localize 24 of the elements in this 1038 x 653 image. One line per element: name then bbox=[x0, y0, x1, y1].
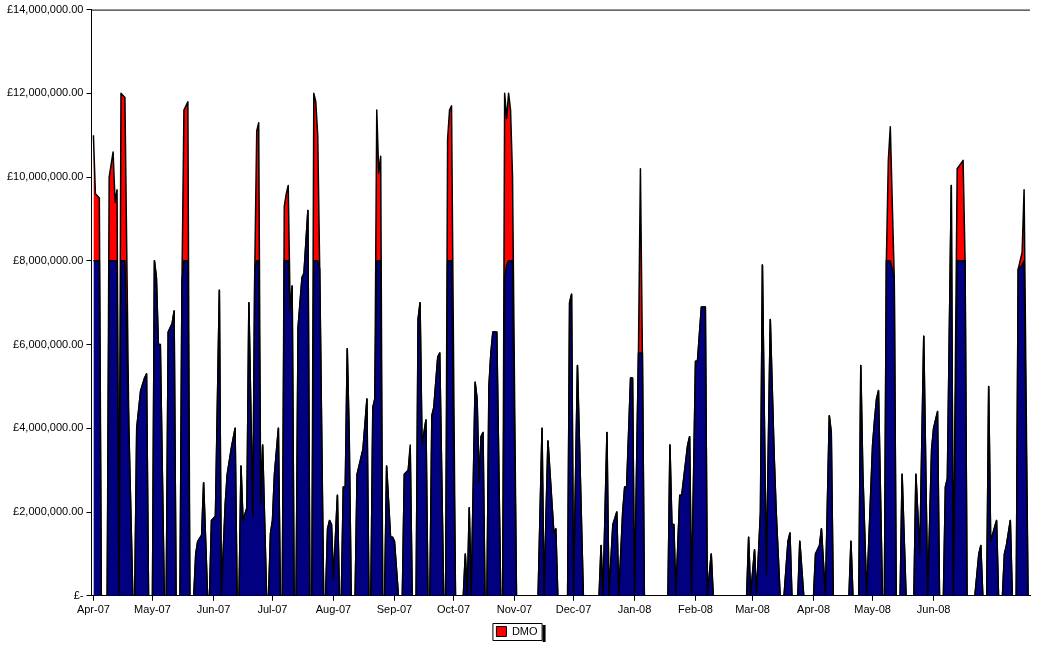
x-tick-label: May-08 bbox=[854, 603, 891, 616]
y-tick-label: £- bbox=[73, 588, 84, 601]
legend-label: DMO bbox=[511, 624, 539, 637]
x-tick-label: Nov-07 bbox=[496, 603, 533, 616]
x-tick-label: Aug-07 bbox=[315, 603, 352, 616]
y-tick-label: £8,000,000.00 bbox=[13, 253, 84, 266]
x-tick-label: Apr-08 bbox=[797, 603, 831, 616]
x-tick-label: Feb-08 bbox=[678, 603, 713, 616]
y-tick-label: £12,000,000.00 bbox=[6, 86, 84, 99]
x-tick-label: Jun-07 bbox=[196, 603, 231, 616]
x-tick-label: Jan-08 bbox=[617, 603, 652, 616]
x-tick-label: Mar-08 bbox=[735, 603, 770, 616]
y-tick-label: £14,000,000.00 bbox=[6, 2, 84, 15]
y-tick-label: £6,000,000.00 bbox=[13, 337, 84, 350]
x-tick-label: Jun-08 bbox=[916, 603, 951, 616]
y-tick-label: £2,000,000.00 bbox=[13, 505, 84, 518]
x-tick-label: Apr-07 bbox=[76, 603, 110, 616]
x-tick-label: Jul-07 bbox=[257, 603, 288, 616]
x-tick-label: Dec-07 bbox=[555, 603, 592, 616]
y-tick-label: £10,000,000.00 bbox=[6, 170, 84, 183]
x-tick-label: Sep-07 bbox=[376, 603, 413, 616]
x-tick-label: May-07 bbox=[134, 603, 171, 616]
x-tick-label: Oct-07 bbox=[436, 603, 471, 616]
y-tick-label: £4,000,000.00 bbox=[13, 421, 84, 434]
